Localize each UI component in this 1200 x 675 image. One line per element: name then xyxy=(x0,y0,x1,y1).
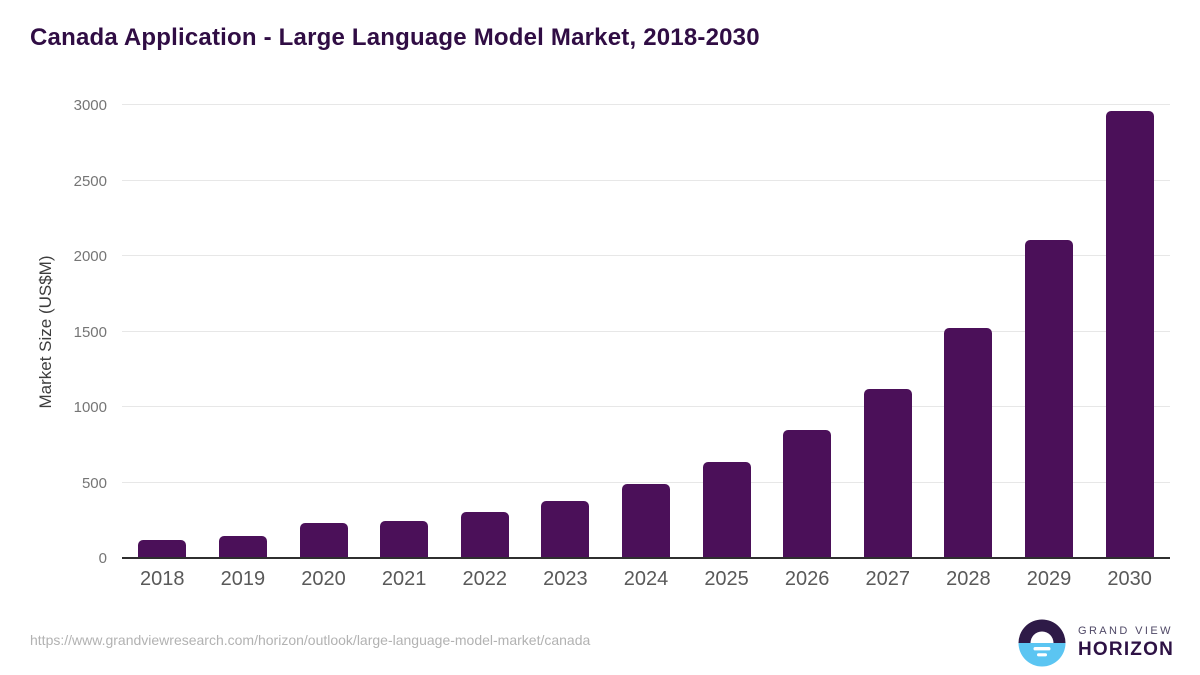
x-tick-label: 2030 xyxy=(1107,568,1152,590)
logo-wordmark: GRAND VIEW HORIZON xyxy=(1078,625,1174,661)
bar-slot xyxy=(444,106,525,557)
source-url: https://www.grandviewresearch.com/horizo… xyxy=(30,632,591,648)
horizon-sunset-icon xyxy=(1018,619,1066,667)
gridline xyxy=(122,330,1170,332)
bar-2019 xyxy=(218,536,267,557)
bar-slot xyxy=(1009,106,1090,557)
x-tick-label: 2026 xyxy=(784,568,830,590)
x-tick-label: 2027 xyxy=(865,568,911,590)
gridline xyxy=(122,104,1170,105)
bar-2022 xyxy=(460,512,509,557)
bar-2028 xyxy=(944,328,993,557)
x-tick-label: 2024 xyxy=(623,568,669,590)
y-tick-label: 1500 xyxy=(73,323,107,341)
y-tick-label: 3000 xyxy=(73,97,107,114)
x-tick-label: 2029 xyxy=(1026,568,1072,590)
x-tick-label: 2023 xyxy=(543,568,588,590)
logo-brand-bottom: HORIZON xyxy=(1078,639,1175,660)
plot-area xyxy=(122,104,1170,559)
x-tick-label: 2020 xyxy=(301,568,346,590)
x-tick-label: 2022 xyxy=(462,568,507,590)
y-tick-label: 0 xyxy=(98,550,107,567)
x-axis-labels: 2018 2019 2020 2021 2022 2023 2024 2025 2026 2027… xyxy=(122,568,1170,591)
chart-title: Canada Application - Large Language Mode… xyxy=(30,24,760,51)
gridline xyxy=(122,179,1170,181)
bar-slot xyxy=(606,106,687,557)
x-tick-label: 2028 xyxy=(946,568,991,590)
gridline xyxy=(122,481,1170,483)
bar-2021 xyxy=(380,521,429,557)
grandview-horizon-logo: GRAND VIEW HORIZON xyxy=(1018,619,1174,667)
bar-slot xyxy=(686,106,767,557)
bar-2026 xyxy=(783,430,832,557)
bar-2025 xyxy=(702,462,751,557)
x-tick-label: 2021 xyxy=(381,568,427,590)
logo-brand-top: GRAND VIEW xyxy=(1078,625,1173,637)
bar-slot xyxy=(847,106,928,557)
gridline xyxy=(122,255,1170,256)
bar-slot xyxy=(283,106,364,557)
bar-2027 xyxy=(863,389,912,557)
bar-slot xyxy=(525,106,606,557)
bar-2018 xyxy=(138,540,187,557)
bar-slot xyxy=(122,106,203,557)
bar-2029 xyxy=(1025,240,1073,557)
gridline xyxy=(122,406,1170,407)
bar-2020 xyxy=(299,523,348,557)
bar-slot xyxy=(928,106,1009,557)
y-tick-label: 2000 xyxy=(73,248,107,265)
bar-2030 xyxy=(1105,111,1154,557)
x-tick-label: 2018 xyxy=(140,568,185,590)
x-tick-label: 2025 xyxy=(704,568,749,590)
bar-2023 xyxy=(541,501,590,557)
y-tick-label: 2500 xyxy=(73,172,107,190)
bar-slot xyxy=(203,106,284,557)
x-tick-label: 2019 xyxy=(220,568,266,590)
bar-slot xyxy=(1089,106,1170,557)
bar-slot xyxy=(364,106,445,557)
bar-slot xyxy=(767,106,848,557)
bar-2024 xyxy=(621,484,670,557)
y-tick-label: 500 xyxy=(81,474,107,492)
y-tick-label: 1000 xyxy=(73,399,107,416)
